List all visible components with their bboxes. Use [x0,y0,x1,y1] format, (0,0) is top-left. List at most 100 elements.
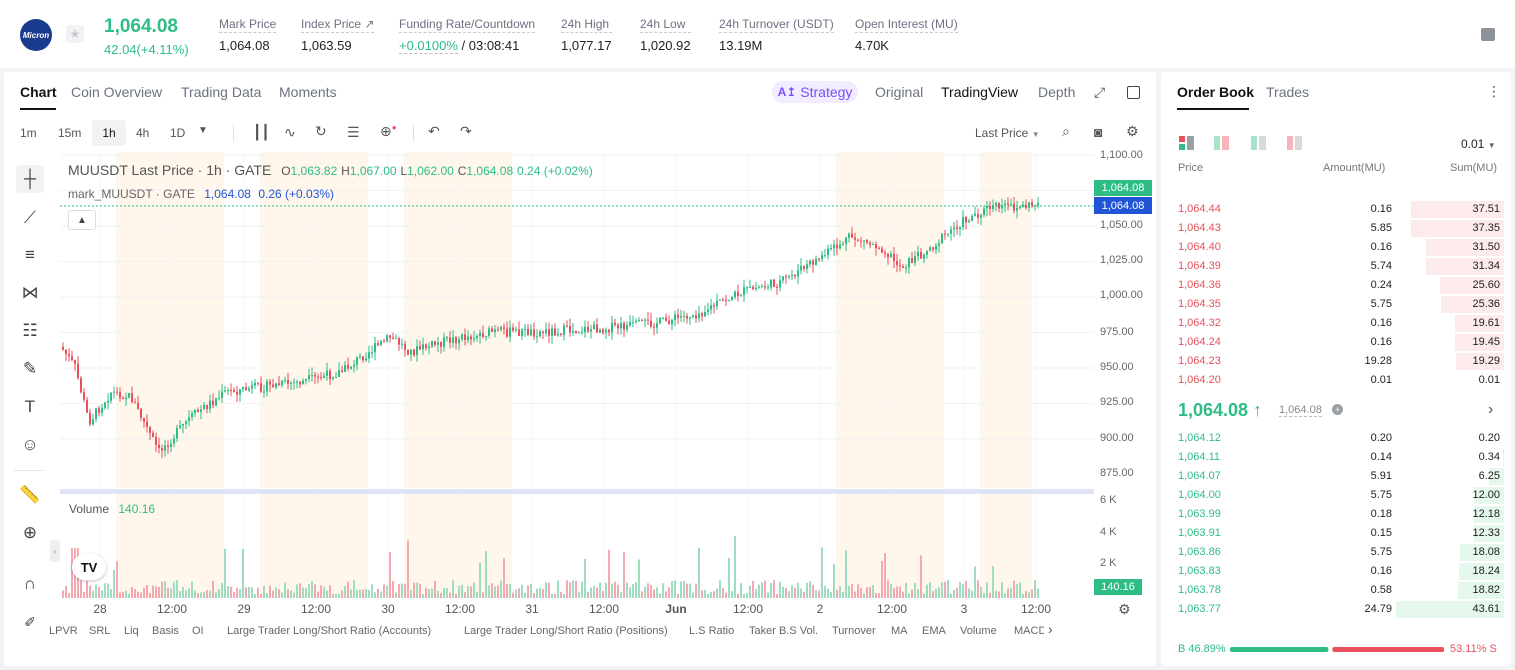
ask-row[interactable]: 1,064.35 5.75 25.36 [1172,295,1504,314]
indicator-liq[interactable]: Liq [124,625,139,637]
magnet-icon[interactable]: ∩ [23,574,37,593]
bid-row[interactable]: 1,063.83 0.16 18.24 [1172,562,1504,581]
emoji-icon[interactable]: ☺ [21,435,39,454]
chevron-right-icon[interactable]: › [1048,621,1053,637]
price-type-select[interactable]: Last Price ▼ [975,126,1040,140]
candle-body [188,417,190,422]
asks-only-icon[interactable] [1287,136,1303,150]
settings-list-icon[interactable]: ☰ [347,124,360,140]
ask-row[interactable]: 1,064.39 5.74 31.34 [1172,257,1504,276]
bid-row[interactable]: 1,064.00 5.75 12.00 [1172,486,1504,505]
ask-row[interactable]: 1,064.24 0.16 19.45 [1172,333,1504,352]
window-icon[interactable] [1127,86,1140,99]
view-tradingview[interactable]: TradingView [941,84,1019,100]
zoom-in-icon[interactable]: ⊕ [22,523,38,542]
tf-15m[interactable]: 15m [58,126,82,140]
bid-row[interactable]: 1,063.78 0.58 18.82 [1172,581,1504,600]
stat-funding-rate[interactable]: Funding Rate/Countdown +0.0100% / 03:08:… [399,17,536,54]
candlestick-chart[interactable] [60,152,1094,598]
bid-row[interactable]: 1,063.91 0.15 12.33 [1172,524,1504,543]
indicator-lt-positions[interactable]: Large Trader Long/Short Ratio (Positions… [464,625,668,637]
both-sides-icon[interactable] [1179,136,1195,150]
chevron-down-icon[interactable]: ▼ [198,125,208,136]
collapse-toolbar-icon[interactable]: ‹ [50,540,60,562]
bid-row[interactable]: 1,064.12 0.20 0.20 [1172,429,1504,448]
book-icon[interactable] [1481,28,1495,41]
bid-row[interactable]: 1,063.99 0.18 12.18 [1172,505,1504,524]
indicator-icon[interactable]: ∿ [284,124,296,140]
ruler-icon[interactable]: 📏 [19,485,41,504]
ask-row[interactable]: 1,064.43 5.85 37.35 [1172,219,1504,238]
fib-icon[interactable]: ☷ [22,321,38,340]
tf-1h[interactable]: 1h [92,120,126,146]
volume-bar [362,589,364,598]
search-icon[interactable]: ⌕ [1062,123,1070,139]
tradingview-logo-icon[interactable]: TV [72,554,106,580]
indicator-lt-accounts[interactable]: Large Trader Long/Short Ratio (Accounts) [227,625,432,637]
camera-icon[interactable]: ◙ [1094,124,1103,140]
indicator-volume[interactable]: Volume [960,625,997,637]
tab-coin-overview[interactable]: Coin Overview [71,84,163,100]
ask-row[interactable]: 1,064.40 0.16 31.50 [1172,238,1504,257]
stat-24h-high[interactable]: 24h High 1,077.17 [561,17,612,53]
tab-trades[interactable]: Trades [1266,84,1310,100]
brush-icon[interactable]: ✎ [22,359,38,378]
tab-chart[interactable]: Chart [20,84,57,100]
replay-icon[interactable]: ↻ [315,123,327,139]
stat-open-interest[interactable]: Open Interest (MU) 4.70K [855,17,958,53]
lock-pen-icon[interactable]: ✐ [24,613,36,630]
view-depth[interactable]: Depth [1038,84,1076,100]
crosshair-icon[interactable]: ┼ [16,165,44,193]
view-original[interactable]: Original [875,84,924,100]
ask-row[interactable]: 1,064.20 0.01 0.01 [1172,371,1504,390]
ask-row[interactable]: 1,064.36 0.24 25.60 [1172,276,1504,295]
more-vertical-icon[interactable]: ⋮ [1487,83,1501,99]
ask-row[interactable]: 1,064.23 19.28 19.29 [1172,352,1504,371]
strategy-button[interactable]: A↥ Strategy [772,81,858,103]
indicator-ma[interactable]: MA [891,625,908,637]
expand-icon[interactable]: ⤢ [1094,84,1106,100]
favorite-star-icon[interactable]: ★ [66,25,84,43]
collapse-legend-icon[interactable]: ▲ [68,210,96,230]
tab-order-book[interactable]: Order Book [1177,84,1255,100]
ask-row[interactable]: 1,064.44 0.16 37.51 [1172,200,1504,219]
indicator-ls-ratio[interactable]: L.S Ratio [689,625,735,637]
ask-row[interactable]: 1,064.32 0.16 19.61 [1172,314,1504,333]
stat-24h-low[interactable]: 24h Low 1,020.92 [640,17,691,53]
axis-settings-icon[interactable]: ⚙ [1118,601,1131,617]
indicator-turnover[interactable]: Turnover [832,625,876,637]
redo-icon[interactable]: ↷ [460,123,472,139]
indicator-oi[interactable]: OI [192,625,204,637]
candle-type-icon[interactable]: ┃┃ [253,124,270,140]
stat-mark-price[interactable]: Mark Price 1,064.08 [219,17,277,53]
tab-trading-data[interactable]: Trading Data [181,84,262,100]
text-icon[interactable]: T [24,397,36,416]
indicator-basis[interactable]: Basis [152,625,179,637]
indicator-macd[interactable]: MACD [1014,625,1044,637]
info-icon[interactable]: + [1332,404,1343,415]
indicator-ema[interactable]: EMA [922,625,946,637]
trendline-icon[interactable]: ⟋ [24,208,36,227]
horizontal-lines-icon[interactable]: ≡ [25,245,35,264]
indicator-srl[interactable]: SRL [89,625,111,637]
indicator-lpvr[interactable]: LPVR [49,625,78,637]
bid-row[interactable]: 1,064.11 0.14 0.34 [1172,448,1504,467]
tf-1d[interactable]: 1D [170,126,186,140]
gear-icon[interactable]: ⚙ [1126,123,1139,139]
undo-icon[interactable]: ↶ [428,123,440,139]
pattern-icon[interactable]: ⋈ [21,283,39,302]
precision-select[interactable]: 0.01 ▼ [1461,137,1496,151]
add-indicator-icon[interactable]: ⊕● [380,123,397,139]
bids-asks-icon[interactable] [1214,136,1230,150]
indicator-taker-vol[interactable]: Taker B.S Vol. [749,625,819,637]
chevron-right-icon[interactable]: › [1488,401,1494,418]
stat-index-price[interactable]: Index Price ↗ 1,063.59 [301,17,375,53]
bids-only-icon[interactable] [1251,136,1267,150]
tab-moments[interactable]: Moments [279,84,337,100]
bid-row[interactable]: 1,063.86 5.75 18.08 [1172,543,1504,562]
bid-row[interactable]: 1,063.77 24.79 43.61 [1172,600,1504,619]
tf-4h[interactable]: 4h [136,126,150,140]
stat-24h-turnover[interactable]: 24h Turnover (USDT) 13.19M [719,17,834,53]
bid-row[interactable]: 1,064.07 5.91 6.25 [1172,467,1504,486]
tf-1m[interactable]: 1m [20,126,37,140]
